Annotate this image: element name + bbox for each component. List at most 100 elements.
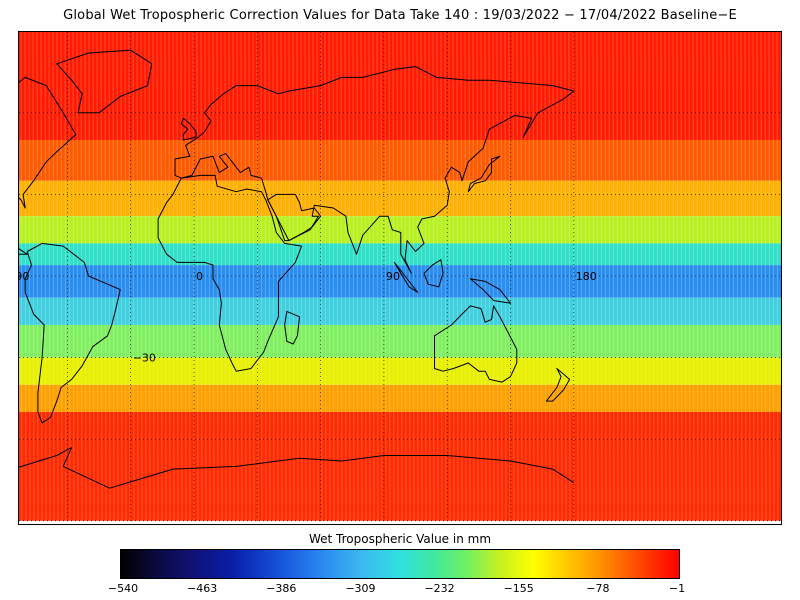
ground-track [616,32,619,524]
ground-track [612,32,615,524]
ground-track [344,32,347,524]
ground-track [568,32,571,524]
ground-track [64,32,67,524]
ground-track [404,32,407,524]
ground-track [260,32,263,524]
ground-track [312,32,315,524]
ground-track [392,32,395,524]
longitude-label: −90 [19,270,29,283]
colorbar-tick-label: −78 [586,582,610,595]
ground-track [216,32,219,524]
longitude-label: 90 [386,270,400,283]
ground-track [400,32,403,524]
coastlines [19,49,575,489]
ground-track [628,32,631,524]
ground-track [684,32,687,524]
ground-track [20,32,23,524]
ground-track [220,32,223,524]
ground-track [728,32,731,524]
ground-track [268,32,271,524]
ground-track [368,32,371,524]
ground-track [272,32,275,524]
ground-track [384,32,387,524]
ground-track [40,32,43,524]
ground-track [724,32,727,524]
ground-track-pattern [20,32,781,524]
ground-track [56,32,59,524]
ground-track [632,32,635,524]
graticule [19,32,781,524]
ground-track [196,32,199,524]
ground-track [128,32,131,524]
ground-track [172,32,175,524]
ground-track [324,32,327,524]
ground-track [704,32,707,524]
ground-track [420,32,423,524]
ground-track [468,32,471,524]
ground-track [508,32,511,524]
ground-track [708,32,711,524]
eurasia-coast [174,66,575,274]
ground-track [124,32,127,524]
ground-track [648,32,651,524]
ground-track [224,32,227,524]
ground-track [720,32,723,524]
ground-track [680,32,683,524]
colorbar-tick-label: −386 [266,582,297,595]
ground-track [740,32,743,524]
ground-track [696,32,699,524]
ground-track [356,32,359,524]
colorbar-tick-label: −1 [668,582,686,595]
ground-track [236,32,239,524]
ground-track [228,32,231,524]
ground-track [596,32,599,524]
ground-track [160,32,163,524]
south-america-coast [24,242,121,424]
ground-track [756,32,759,524]
ground-track [512,32,515,524]
ground-track [560,32,563,524]
ground-track [592,32,595,524]
ground-track [32,32,35,524]
new-guinea-coast [469,278,511,304]
colorbar-tick-label: −463 [187,582,218,595]
borneo-coast [423,259,444,288]
ground-track [732,32,735,524]
value-band-4 [19,243,781,266]
ground-track [112,32,115,524]
ground-track [108,32,111,524]
longitude-label: 180 [576,270,597,283]
ground-track [504,32,507,524]
value-band-7 [19,324,781,358]
ground-track [104,32,107,524]
ground-track [748,32,751,524]
antarctica-coast [19,446,575,489]
ground-track [396,32,399,524]
ground-track [760,32,763,524]
value-band-6 [19,297,781,325]
ground-track [36,32,39,524]
ground-track [668,32,671,524]
ground-track [572,32,575,524]
ground-track [408,32,411,524]
value-band-3 [19,216,781,244]
ground-track [140,32,143,524]
ground-track [352,32,355,524]
ground-track [188,32,191,524]
ground-track [148,32,151,524]
ground-track [152,32,155,524]
arabia-coast [267,193,322,242]
colorbar-tick-label: −309 [345,582,376,595]
ground-track [772,32,775,524]
ground-track [256,32,259,524]
ground-track [564,32,567,524]
ground-track [28,32,31,524]
value-band-8 [19,357,781,385]
ground-track [320,32,323,524]
ground-track [184,32,187,524]
ground-track [768,32,771,524]
ground-track [180,32,183,524]
uk-coast [180,117,197,141]
page-title: Global Wet Tropospheric Correction Value… [63,8,737,23]
ground-track [580,32,583,524]
